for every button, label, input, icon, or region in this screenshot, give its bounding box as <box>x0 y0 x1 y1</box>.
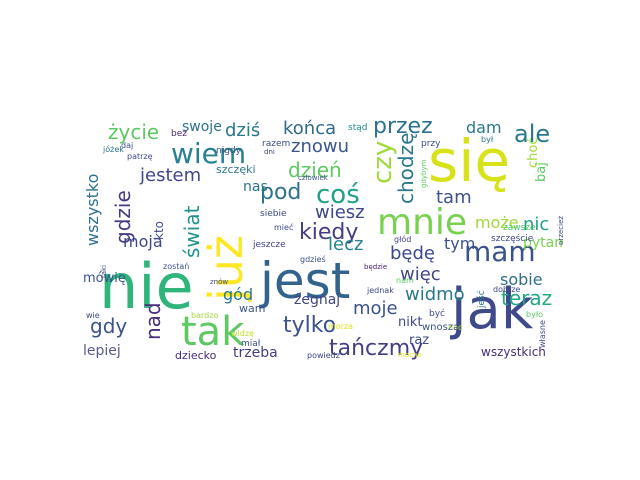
word-lecz: lecz <box>328 234 364 255</box>
word-cos: coś <box>316 180 360 210</box>
word-pod: pod <box>260 180 302 205</box>
word-przy: przy <box>421 139 441 149</box>
word-stad: stąd <box>348 123 368 133</box>
word-morza: morza <box>328 322 354 331</box>
word-bez: bez <box>171 129 187 139</box>
word-noc: noc <box>448 323 463 332</box>
word-moze: może <box>475 213 519 232</box>
word-mam: mam <box>464 235 536 268</box>
word-gdybym: gdybym <box>420 159 428 188</box>
word-dni: dni <box>264 148 275 156</box>
word-swoje: swoje <box>182 119 222 135</box>
word-dzis: dziś <box>225 120 261 141</box>
word-lepiej: lepiej <box>83 343 121 359</box>
word-nas: nas <box>243 179 268 195</box>
word-tanczmy: tańczmy <box>329 336 424 361</box>
word-wnosza: wnoszą <box>422 322 460 333</box>
word-szczescie: szczęście <box>491 234 534 244</box>
word-sobie: sobie <box>500 270 543 289</box>
word-powiedz: powiedz <box>307 351 340 360</box>
word-dziecko: dziecko <box>175 349 217 362</box>
word-byc: być <box>429 309 445 319</box>
word-czy: czy <box>368 140 398 184</box>
word-kto: kto <box>152 221 166 240</box>
word-miec: mieć <box>274 223 294 232</box>
word-tym: tym <box>444 234 476 253</box>
word-jeszcze: jeszcze <box>253 240 286 250</box>
word-zegnaj: żegnaj <box>294 292 341 308</box>
word-tam: tam <box>436 187 472 208</box>
word-widze: widzę <box>231 329 254 338</box>
word-swiat: świat <box>180 205 204 258</box>
word-znow: znów <box>210 278 229 286</box>
word-szczeki: szczęki <box>216 163 256 176</box>
word-moje: moje <box>353 298 398 319</box>
word-przez: przez <box>373 116 433 139</box>
word-mowie: mówię <box>83 271 126 286</box>
word-nic: nic <box>523 214 550 235</box>
word-wlasne: własne <box>538 320 547 348</box>
word-bede: będę <box>390 243 435 264</box>
word-wiem: wiem <box>171 137 247 170</box>
word-wszystko: wszystko <box>83 173 102 246</box>
word-gdy: gdy <box>90 314 128 338</box>
word-czlowiek: człowiek <box>298 174 328 182</box>
word-nigdy: nigdy <box>216 146 241 156</box>
word-bedzie: będzie <box>364 263 388 271</box>
word-widmo: widmo <box>405 284 465 305</box>
word-gdzies: gdzieś <box>300 255 326 264</box>
word-znowu: znowu <box>291 136 349 157</box>
word-dam: dam <box>466 118 502 137</box>
word-nie: nie <box>99 250 194 323</box>
word-raz: raz <box>409 333 430 348</box>
word-mial: miał <box>241 339 261 349</box>
word-jednak: jednak <box>367 286 394 295</box>
word-wie: wie <box>86 311 100 320</box>
word-taki: taki <box>100 264 108 278</box>
word-razem: razem <box>262 139 291 149</box>
word-daj: daj <box>121 141 134 150</box>
word-bardzo: bardzo <box>191 311 219 320</box>
word-zawsze: zawsze <box>503 223 536 233</box>
word-choc: choć <box>526 137 541 169</box>
word-cloud: się nie jest jak już tak mnie mam wiem a… <box>83 116 563 369</box>
word-pytam: pytam <box>523 235 563 251</box>
word-zycie: życie <box>108 120 160 144</box>
word-zostan: zostań <box>163 262 190 271</box>
word-jest: jest <box>260 252 351 310</box>
word-moja: moja <box>123 232 163 251</box>
word-trzeba: trzeba <box>233 345 278 361</box>
word-bylo: było <box>526 310 543 319</box>
word-byl: był <box>481 135 494 144</box>
word-patrze: patrzę <box>127 152 153 161</box>
word-kiedy: kiedy <box>299 220 359 245</box>
word-tak: tak <box>181 309 245 355</box>
word-wam: wam <box>239 302 266 315</box>
word-dzien: dzień <box>288 158 342 182</box>
word-ale: ale <box>514 120 551 148</box>
word-wszystkich: wszystkich <box>481 345 546 359</box>
word-glod: głód <box>394 235 412 244</box>
word-nam: nam <box>396 276 414 285</box>
word-teraz: teraz <box>501 286 553 310</box>
word-chodze: chodzę <box>394 132 418 204</box>
word-mocno: mocno <box>398 351 422 359</box>
word-siebie: siebie <box>260 209 287 219</box>
word-wiec: więc <box>400 264 441 285</box>
word-sie: się <box>428 127 511 195</box>
word-jozek: jóżek <box>103 145 124 154</box>
word-konca: końca <box>283 118 337 139</box>
word-mnie: mnie <box>377 202 468 243</box>
word-tylko: tylko <box>283 313 337 338</box>
word-god: gód <box>223 285 254 304</box>
word-jak: jak <box>451 277 534 342</box>
word-wiesz: wiesz <box>315 202 365 223</box>
word-nad: nad <box>141 302 165 340</box>
word-jesc: jeść <box>477 290 487 308</box>
word-przeciez: przecież <box>557 215 563 245</box>
word-nikt: nikt <box>398 315 423 330</box>
word-jestem: jestem <box>140 165 202 186</box>
word-dobrze: dobrze <box>493 285 521 294</box>
